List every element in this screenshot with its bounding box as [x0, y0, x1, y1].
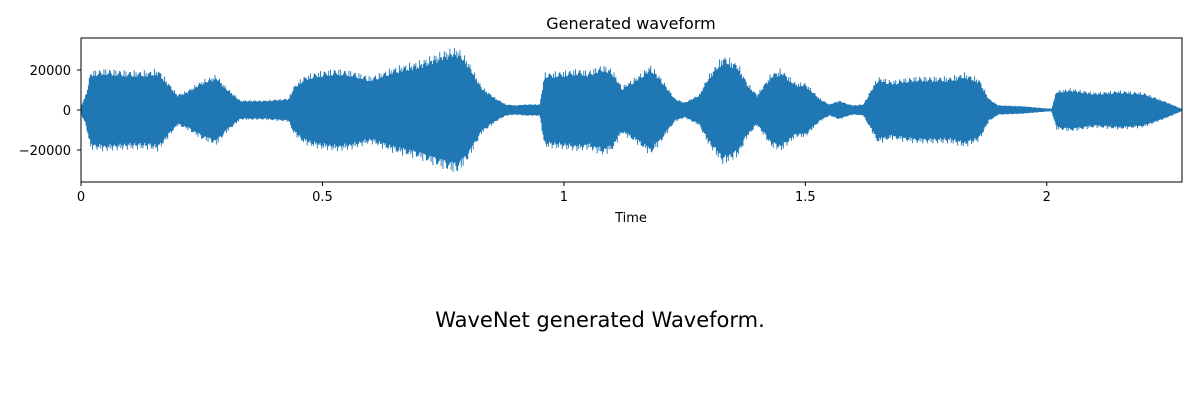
y-tick-label: 0 [63, 104, 71, 119]
figure-caption: WaveNet generated Waveform. [435, 308, 765, 332]
x-axis-label: Time [614, 211, 647, 226]
x-tick-label: 1 [560, 190, 568, 205]
x-tick-label: 0 [77, 190, 85, 205]
x-tick-label: 2 [1043, 190, 1051, 205]
y-tick-label: −20000 [19, 144, 71, 159]
plot-area [80, 47, 1183, 172]
chart-title: Generated waveform [546, 14, 715, 33]
waveform-line [80, 47, 1183, 172]
x-tick-label: 1.5 [795, 190, 816, 205]
waveform-chart: Generated waveform 0 0.5 1 1.5 2 20000 0 −20000… [19, 14, 1183, 226]
y-tick-label: 20000 [30, 64, 71, 79]
x-tick-label: 0.5 [312, 190, 333, 205]
axes: 0 0.5 1 1.5 2 20000 0 −20000 [19, 37, 1183, 205]
